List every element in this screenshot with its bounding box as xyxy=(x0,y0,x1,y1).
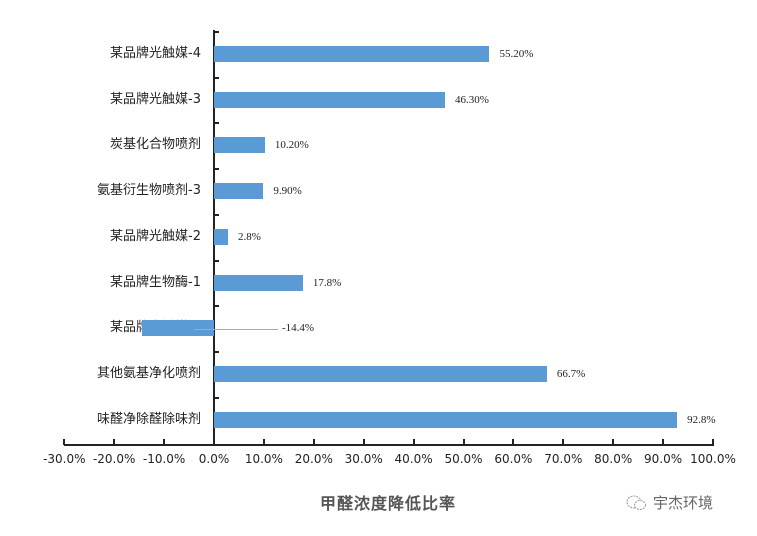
category-label: 其他氨基净化喷剂 xyxy=(96,365,201,381)
x-tick xyxy=(163,439,166,445)
x-tick-label: 40.0% xyxy=(394,452,433,466)
x-tick-label: -20.0% xyxy=(92,452,136,466)
x-tick-label: 50.0% xyxy=(444,452,483,466)
x-tick xyxy=(213,439,215,445)
bar xyxy=(142,320,214,337)
value-label: -14.4% xyxy=(282,322,315,335)
bar xyxy=(214,411,678,428)
category-label: 味醛净除醛除味剂 xyxy=(96,411,201,427)
x-tick xyxy=(262,439,265,445)
category-label: 炭基化合物喷剂 xyxy=(109,137,201,153)
y-tick xyxy=(214,76,219,79)
value-label: 92.8% xyxy=(687,413,716,426)
y-tick xyxy=(214,31,219,33)
y-tick xyxy=(214,305,219,308)
x-tick-label: 0.0% xyxy=(198,452,230,466)
y-tick xyxy=(214,259,219,262)
x-axis-line xyxy=(64,444,714,446)
watermark-text: 宇杰环境 xyxy=(653,494,714,512)
category-label: 氨基衍生物喷剂-3 xyxy=(97,183,201,199)
x-tick-label: 80.0% xyxy=(594,452,633,466)
x-tick xyxy=(612,439,615,445)
x-tick xyxy=(312,439,315,445)
category-label: 某品牌光触媒-2 xyxy=(110,228,201,244)
x-tick-label: 70.0% xyxy=(544,452,583,466)
x-tick-label: -30.0% xyxy=(43,452,86,466)
x-tick-label: 100.0% xyxy=(690,452,736,466)
x-tick xyxy=(662,439,665,445)
value-label: 55.20% xyxy=(499,48,534,60)
x-tick xyxy=(362,439,365,445)
y-tick xyxy=(214,213,219,216)
x-tick xyxy=(512,439,515,445)
category-label: 某品牌光触媒-4 xyxy=(110,46,201,61)
x-tick-label: 10.0% xyxy=(244,452,283,466)
x-tick-label: -10.0% xyxy=(142,452,186,466)
bar xyxy=(214,91,446,108)
value-label: 9.90% xyxy=(273,185,302,198)
x-tick xyxy=(562,439,565,445)
value-label: 2.8% xyxy=(237,230,261,243)
value-label: 10.20% xyxy=(274,139,309,152)
y-tick xyxy=(214,122,219,125)
x-tick xyxy=(462,439,465,445)
wechat-icon xyxy=(626,495,646,510)
value-label: 66.7% xyxy=(556,367,586,380)
x-tick xyxy=(63,439,66,445)
x-tick-label: 20.0% xyxy=(294,452,333,466)
x-tick-label: 30.0% xyxy=(344,452,383,466)
value-label: 46.30% xyxy=(455,93,489,106)
x-tick-label: 60.0% xyxy=(494,452,533,466)
x-axis-title: 甲醛浓度降低比率 xyxy=(320,494,457,513)
y-tick xyxy=(214,350,219,353)
bar xyxy=(214,274,303,291)
value-label: 17.8% xyxy=(312,276,342,289)
bar xyxy=(214,137,265,154)
category-label: 某品牌光触媒-3 xyxy=(110,91,201,107)
bar xyxy=(214,46,490,62)
bar xyxy=(214,228,228,245)
y-tick xyxy=(214,168,219,171)
y-tick xyxy=(214,396,219,399)
x-tick-label: 90.0% xyxy=(644,452,683,466)
leader-line xyxy=(194,329,278,331)
x-tick xyxy=(712,439,714,445)
x-tick xyxy=(113,439,116,445)
bar xyxy=(214,365,547,382)
category-label: 某品牌生物酶-1 xyxy=(110,274,201,290)
x-tick xyxy=(412,439,415,445)
watermark: 宇杰环境 xyxy=(625,492,713,513)
bar xyxy=(214,183,264,200)
